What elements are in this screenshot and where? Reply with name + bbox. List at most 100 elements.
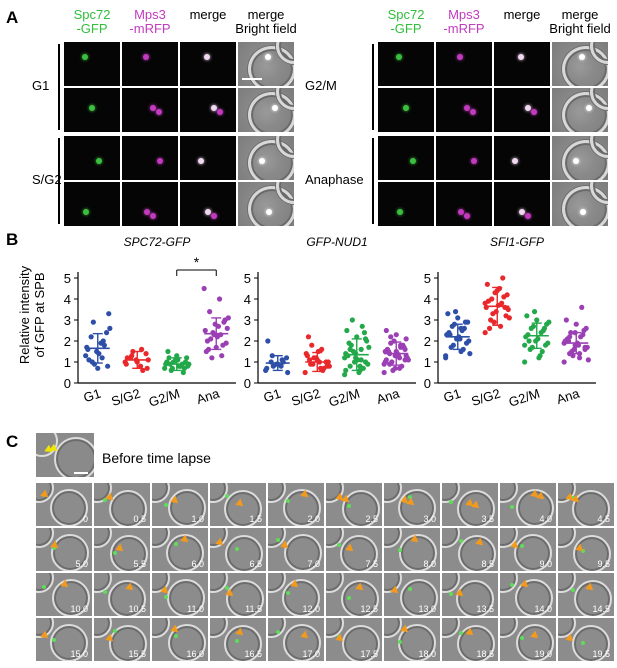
data-point [405, 357, 411, 363]
time-lapse-frame: 16.5 [210, 618, 266, 661]
data-point [571, 346, 577, 352]
fluorescent-spot [518, 54, 524, 60]
data-point [526, 338, 532, 344]
fluorescent-spot [82, 54, 88, 60]
cell-outline [109, 625, 147, 661]
time-lapse-frame: 15.0 [36, 618, 92, 661]
y-tick-label: 0 [64, 376, 71, 391]
y-tick-label: 1 [244, 355, 251, 370]
micrograph-cell [122, 42, 178, 86]
gfp-spot [225, 586, 229, 590]
timepoint-label: 13.5 [476, 604, 494, 614]
timepoint-label: 6.5 [249, 559, 262, 569]
data-point [462, 319, 469, 325]
data-point [205, 346, 212, 352]
panel-a-left-group-1: S/G2 [32, 172, 62, 187]
data-point [447, 332, 453, 338]
panel-a-left-header-2: merge [174, 8, 242, 22]
gfp-spot [174, 542, 178, 546]
cell-outline [283, 624, 321, 661]
data-point [216, 296, 223, 302]
timepoint-label: 7.0 [307, 559, 320, 569]
cell-outline [562, 186, 608, 226]
cell-outline [515, 579, 553, 616]
y-tick-label: 4 [424, 292, 431, 307]
data-point [396, 355, 403, 361]
data-point [524, 313, 530, 319]
data-point [137, 363, 144, 369]
data-point [466, 338, 472, 344]
gfp-spot [276, 630, 280, 634]
time-lapse-frame: 5.5 [94, 528, 150, 571]
data-point [392, 365, 398, 371]
data-point [585, 357, 591, 363]
y-tick-label: 4 [244, 292, 251, 307]
data-point [356, 369, 362, 376]
cell-outline [558, 528, 576, 548]
cell-outline [248, 186, 294, 226]
data-point [482, 300, 488, 306]
data-point [565, 338, 572, 344]
x-tick-label: G1 [262, 386, 283, 406]
data-point [354, 334, 360, 340]
time-lapse-frame: 8.5 [442, 528, 498, 571]
time-lapse-frame: 0 [36, 483, 92, 526]
timepoint-label: 3.5 [481, 514, 494, 524]
data-point [309, 342, 315, 348]
x-tick-label: G2/M [147, 386, 182, 410]
header-line1: merge [561, 7, 599, 22]
time-lapse-frame: 11.0 [152, 573, 208, 616]
cell-outline [398, 489, 436, 526]
time-lapse-frame: 14.0 [500, 573, 556, 616]
data-point [545, 340, 551, 346]
time-lapse-frame: 0.5 [94, 483, 150, 526]
data-point [209, 355, 215, 361]
fluorescent-spot [89, 105, 95, 111]
header-line2: -GFP [390, 21, 422, 36]
data-point [180, 369, 186, 376]
time-lapse-frame: 3.5 [442, 483, 498, 526]
data-point [88, 334, 94, 340]
cell-outline [516, 489, 554, 526]
scale-bar [242, 78, 262, 80]
gfp-spot [581, 549, 585, 553]
cell-outline [562, 92, 608, 132]
micrograph-cell [552, 182, 608, 226]
x-tick-label: S/G2 [289, 386, 322, 409]
gfp-spot [347, 596, 351, 600]
micrograph-cell [552, 136, 608, 180]
time-lapse-frame: 19.5 [558, 618, 614, 661]
data-point [357, 363, 363, 369]
data-point [270, 363, 276, 369]
group-bracket [58, 44, 60, 130]
fluorescent-spot [157, 158, 163, 164]
data-point [484, 281, 490, 287]
data-point [166, 355, 172, 361]
fluorescent-spot [266, 209, 272, 215]
time-lapse-frame: 11.5 [210, 573, 266, 616]
data-point [143, 351, 149, 357]
data-point [366, 344, 372, 350]
data-point [265, 338, 271, 344]
micrograph-cell [64, 88, 120, 132]
micrograph-cell [180, 136, 236, 180]
data-point [207, 309, 213, 315]
fluorescent-spot [457, 54, 463, 60]
data-point [101, 342, 107, 348]
data-point [162, 365, 168, 371]
panel-c-letter: C [6, 432, 19, 451]
gfp-spot [510, 505, 514, 509]
micrograph-cell [436, 182, 492, 226]
timepoint-label: 19.5 [592, 649, 610, 659]
data-point [100, 338, 106, 344]
cell-outline [50, 624, 88, 661]
time-lapse-frame: 16.0 [152, 618, 208, 661]
time-lapse-frame: 9.5 [558, 528, 614, 571]
fluorescent-spot [150, 105, 156, 111]
timepoint-label: 7.5 [365, 559, 378, 569]
gfp-spot [449, 592, 453, 596]
data-point [170, 359, 177, 365]
timepoint-label: 11.0 [187, 604, 204, 614]
data-point [302, 369, 308, 376]
